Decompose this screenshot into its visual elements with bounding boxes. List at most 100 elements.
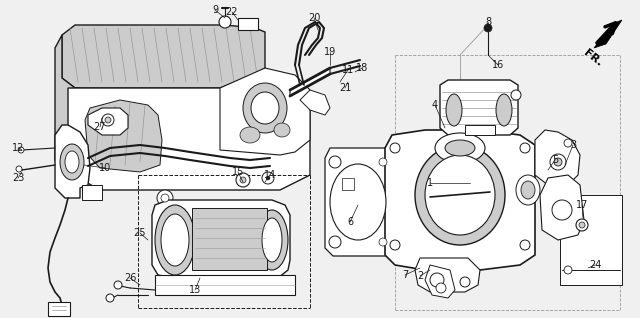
Bar [238, 18, 258, 30]
Ellipse shape [520, 240, 530, 250]
Ellipse shape [219, 16, 231, 28]
Text: 8: 8 [485, 17, 491, 27]
Ellipse shape [114, 281, 122, 289]
Bar [465, 125, 495, 135]
Ellipse shape [329, 156, 341, 168]
Bar [560, 195, 622, 285]
Text: 16: 16 [492, 60, 504, 70]
Ellipse shape [379, 238, 387, 246]
Polygon shape [325, 148, 390, 256]
Text: 17: 17 [576, 200, 588, 210]
Ellipse shape [415, 145, 505, 245]
Ellipse shape [236, 173, 250, 187]
Text: 4: 4 [432, 100, 438, 110]
Ellipse shape [511, 90, 521, 100]
Ellipse shape [564, 266, 572, 274]
Polygon shape [540, 175, 584, 240]
Ellipse shape [460, 277, 470, 287]
Text: 12: 12 [12, 143, 24, 153]
Polygon shape [385, 130, 535, 270]
Polygon shape [68, 88, 310, 190]
Bar [192, 208, 267, 270]
Ellipse shape [425, 155, 495, 235]
Polygon shape [88, 108, 128, 135]
Text: 6: 6 [347, 217, 353, 227]
Bar [342, 178, 354, 190]
Polygon shape [55, 125, 90, 198]
Ellipse shape [18, 147, 24, 153]
Ellipse shape [243, 83, 287, 133]
Text: 1: 1 [427, 178, 433, 188]
Ellipse shape [266, 176, 270, 180]
Text: 10: 10 [99, 163, 111, 173]
Ellipse shape [552, 200, 572, 220]
Polygon shape [152, 200, 290, 278]
Polygon shape [440, 80, 518, 135]
Ellipse shape [161, 194, 169, 202]
Ellipse shape [390, 240, 400, 250]
Ellipse shape [329, 236, 341, 248]
Ellipse shape [550, 154, 566, 170]
Text: 18: 18 [356, 63, 368, 73]
Ellipse shape [240, 127, 260, 143]
Text: 3: 3 [570, 140, 576, 150]
Ellipse shape [251, 92, 279, 124]
Ellipse shape [445, 140, 475, 156]
Polygon shape [535, 130, 580, 185]
Ellipse shape [446, 94, 462, 126]
Polygon shape [425, 265, 455, 298]
Text: 27: 27 [93, 122, 106, 132]
Text: 9: 9 [212, 5, 218, 15]
Ellipse shape [106, 294, 114, 302]
Ellipse shape [262, 218, 282, 262]
Ellipse shape [579, 222, 585, 228]
Ellipse shape [435, 133, 485, 163]
Ellipse shape [521, 181, 535, 199]
Text: 19: 19 [324, 47, 336, 57]
Ellipse shape [554, 158, 562, 166]
Ellipse shape [60, 144, 84, 180]
Text: 22: 22 [226, 7, 238, 17]
Bar [48, 302, 70, 316]
Polygon shape [415, 258, 480, 292]
Text: 25: 25 [134, 228, 147, 238]
Ellipse shape [240, 177, 246, 183]
Polygon shape [220, 68, 310, 155]
Ellipse shape [102, 114, 114, 126]
Text: 21: 21 [339, 83, 351, 93]
Text: 24: 24 [589, 260, 601, 270]
Ellipse shape [157, 190, 173, 206]
Ellipse shape [155, 205, 195, 275]
Bar [82, 185, 102, 200]
Text: 15: 15 [232, 167, 244, 177]
Ellipse shape [520, 143, 530, 153]
Text: FR.: FR. [582, 48, 604, 68]
Polygon shape [594, 20, 622, 48]
Text: 2: 2 [417, 271, 423, 281]
Ellipse shape [576, 219, 588, 231]
Polygon shape [290, 68, 330, 96]
Bar [155, 275, 295, 295]
Text: 23: 23 [12, 173, 24, 183]
Ellipse shape [330, 164, 386, 240]
Ellipse shape [65, 151, 79, 173]
Polygon shape [85, 100, 162, 172]
Polygon shape [300, 90, 330, 115]
Ellipse shape [16, 166, 22, 172]
Ellipse shape [390, 143, 400, 153]
Ellipse shape [161, 214, 189, 266]
Ellipse shape [484, 24, 492, 32]
Ellipse shape [496, 94, 512, 126]
Text: 7: 7 [402, 270, 408, 280]
Text: 11: 11 [342, 65, 354, 75]
Text: 14: 14 [264, 170, 276, 180]
Ellipse shape [105, 117, 111, 123]
Ellipse shape [516, 175, 540, 205]
Ellipse shape [430, 273, 444, 287]
Text: 20: 20 [308, 13, 320, 23]
Text: 5: 5 [552, 155, 558, 165]
Ellipse shape [274, 123, 290, 137]
Ellipse shape [262, 172, 274, 184]
Text: 26: 26 [124, 273, 136, 283]
Ellipse shape [256, 210, 288, 270]
